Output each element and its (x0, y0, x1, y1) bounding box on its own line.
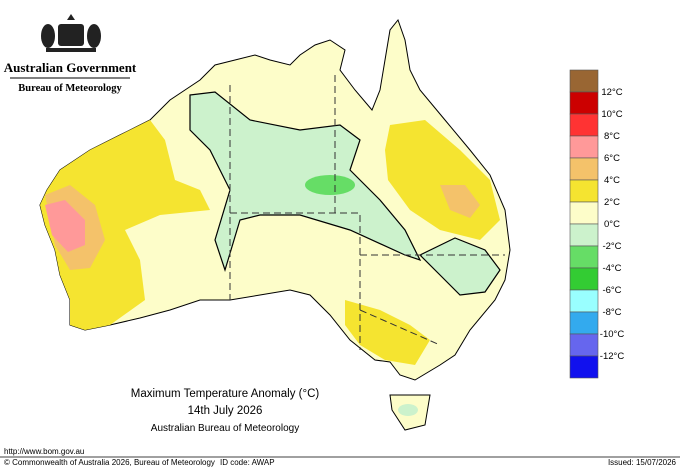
legend-swatch (569, 113, 599, 137)
warm-west (40, 120, 210, 330)
legend-swatch (569, 267, 599, 291)
map-source: Australian Bureau of Meteorology (151, 423, 299, 434)
legend-swatch (569, 201, 599, 225)
legend-label: 0°C (604, 219, 620, 230)
legend-swatch (569, 333, 599, 357)
legend-label: 6°C (604, 153, 620, 164)
legend-label: 4°C (604, 175, 620, 186)
tasmania-cool (398, 404, 418, 416)
legend-swatch (569, 157, 599, 181)
legend-label: -4°C (602, 263, 621, 274)
footer-url: http://www.bom.gov.au (4, 447, 84, 456)
footer-copyright: © Commonwealth of Australia 2026, Bureau… (4, 458, 215, 467)
cool-east (418, 237, 501, 296)
legend-label: -12°C (600, 351, 625, 362)
cool-spot (305, 175, 355, 195)
warmest-west (45, 200, 85, 252)
warm-south (345, 300, 430, 365)
government-name: Australian Government (4, 60, 137, 75)
footer-issued: Issued: 15/07/2026 (608, 458, 677, 467)
map-date: 14th July 2026 (188, 405, 263, 417)
legend-label: 8°C (604, 131, 620, 142)
coat-of-arms (41, 14, 101, 52)
legend-swatch (569, 179, 599, 203)
legend-swatch (569, 223, 599, 247)
legend-swatch (569, 91, 599, 115)
legend-label: 10°C (601, 109, 622, 120)
legend-label: -2°C (602, 241, 621, 252)
footer-id: ID code: AWAP (220, 458, 275, 467)
legend-label: 2°C (604, 197, 620, 208)
legend-swatch (569, 311, 599, 335)
legend-label: -6°C (602, 285, 621, 296)
state-borders (229, 75, 505, 350)
legend: 12°C 10°C 8°C 6°C 4°C 2°C 0°C -2°C -4°C -6°C -8°C -… (569, 69, 625, 379)
legend-swatch (569, 69, 599, 93)
legend-swatch (569, 245, 599, 269)
legend-label: -8°C (602, 307, 621, 318)
legend-swatch (569, 355, 599, 379)
warmer-east (440, 185, 480, 218)
bureau-name: Bureau of Meteorology (18, 83, 122, 94)
legend-label: 12°C (601, 87, 622, 98)
legend-label: -10°C (600, 329, 625, 340)
map-title: Maximum Temperature Anomaly (°C) (131, 388, 320, 400)
legend-swatch (569, 135, 599, 159)
australia-map (39, 18, 511, 431)
legend-swatch (569, 289, 599, 313)
